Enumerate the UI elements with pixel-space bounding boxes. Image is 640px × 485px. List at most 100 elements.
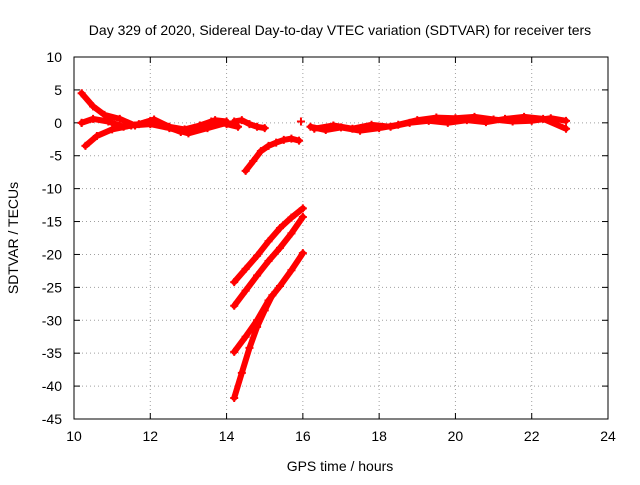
point-track-b-2 <box>108 125 117 134</box>
point-track-k-4 <box>386 122 395 131</box>
point-track-c-6 <box>165 122 174 131</box>
point-track-k-11 <box>520 112 529 121</box>
point-track-e-0 <box>241 166 250 175</box>
chart-title: Day 329 of 2020, Sidereal Day-to-day VTE… <box>89 22 591 38</box>
point-track-d-1 <box>237 116 246 125</box>
point-track-a-3 <box>115 114 124 123</box>
point-track-h-0 <box>230 347 239 356</box>
point-track-k-1 <box>329 121 338 130</box>
series-track-i <box>231 292 276 401</box>
point-track-f-0 <box>230 278 239 287</box>
point-track-g-5 <box>287 229 296 238</box>
grid-layer <box>74 57 608 419</box>
point-track-c-7 <box>180 125 189 134</box>
point-track-a-11 <box>234 122 243 131</box>
point-track-c-10 <box>222 117 231 126</box>
point-track-h-1 <box>241 332 250 341</box>
point-track-i-1 <box>237 368 246 377</box>
point-track-i-0 <box>230 393 239 402</box>
point-track-a-1 <box>89 102 98 111</box>
point-track-k-8 <box>462 116 471 125</box>
y-tick-label-6: -20 <box>42 246 62 262</box>
point-track-k-12 <box>539 114 548 123</box>
point-track-d-0 <box>230 117 239 126</box>
x-tick-label-0: 10 <box>66 428 82 444</box>
x-tick-label-7: 24 <box>600 428 616 444</box>
x-tick-label-1: 12 <box>142 428 158 444</box>
y-tick-label-10: -40 <box>42 378 62 394</box>
point-track-f-5 <box>287 213 296 222</box>
x-axis-label: GPS time / hours <box>287 458 394 474</box>
point-track-g-0 <box>230 301 239 310</box>
y-tick-label-2: 0 <box>54 115 62 131</box>
x-tick-label-4: 18 <box>371 428 387 444</box>
point-track-b-0 <box>81 141 90 150</box>
point-track-c-9 <box>211 116 220 125</box>
point-track-g-1 <box>241 286 250 295</box>
point-track-c-8 <box>195 121 204 130</box>
series-layer <box>77 89 571 402</box>
y-tick-label-3: -5 <box>50 148 63 164</box>
point-track-e-4 <box>272 138 281 147</box>
point-track-g-2 <box>253 271 262 280</box>
point-track-g-4 <box>275 243 284 252</box>
plot-frame <box>73 56 609 420</box>
point-track-f-2 <box>253 251 262 260</box>
point-track-k-7 <box>443 118 452 127</box>
point-track-h-6 <box>298 249 307 258</box>
point-track-a-0 <box>77 89 86 98</box>
point-track-e-3 <box>264 141 273 150</box>
y-tick-label-7: -25 <box>42 279 62 295</box>
point-track-k-2 <box>348 124 357 133</box>
point-track-e-2 <box>256 147 265 156</box>
point-track-f-4 <box>275 224 284 233</box>
point-track-c-5 <box>150 115 159 124</box>
point-track-g-3 <box>264 257 273 266</box>
y-tick-label-11: -45 <box>42 411 62 427</box>
point-track-d-4 <box>260 124 269 133</box>
x-tick-label-2: 14 <box>219 428 235 444</box>
x-tick-label-3: 16 <box>295 428 311 444</box>
point-track-e-1 <box>249 156 258 165</box>
point-track-k-0 <box>310 124 319 133</box>
point-track-f-3 <box>264 237 273 246</box>
y-axis-label: SDTVAR / TECUs <box>5 182 21 294</box>
point-track-h-4 <box>275 282 284 291</box>
point-track-k-13 <box>562 124 571 133</box>
x-tick-label-6: 22 <box>524 428 540 444</box>
y-tick-label-9: -35 <box>42 345 62 361</box>
point-track-f-6 <box>298 204 307 213</box>
point-track-i-2 <box>245 343 254 352</box>
point-track-a-2 <box>100 110 109 119</box>
point-track-c-2 <box>104 117 113 126</box>
tick-layer: 10 12 14 16 18 20 22 24 10 5 0 -5 -10 -15 -20 -25 -30 -35… <box>42 49 616 444</box>
point-track-j-14 <box>562 116 571 125</box>
point-track-f-1 <box>241 264 250 273</box>
point-track-e-6 <box>287 134 296 143</box>
point-track-i-4 <box>260 306 269 315</box>
y-tick-label-8: -30 <box>42 312 62 328</box>
point-track-i-5 <box>268 291 277 300</box>
y-tick-label-1: 5 <box>54 82 62 98</box>
point-track-d-3 <box>253 122 262 131</box>
point-track-k-3 <box>367 120 376 129</box>
point-track-e-7 <box>295 136 304 145</box>
point-track-i-3 <box>253 322 262 331</box>
x-tick-label-5: 20 <box>448 428 464 444</box>
point-track-d-2 <box>245 120 254 129</box>
point-track-e-5 <box>279 135 288 144</box>
point-track-k-6 <box>424 116 433 125</box>
point-track-h-5 <box>287 266 296 275</box>
point-track-c-1 <box>89 114 98 123</box>
y-tick-label-5: -15 <box>42 214 62 230</box>
point-track-b-1 <box>92 131 101 140</box>
y-tick-label-0: 10 <box>46 49 62 65</box>
point-track-k-5 <box>405 118 414 127</box>
point-track-k-9 <box>481 118 490 127</box>
point-track-k-10 <box>501 114 510 123</box>
point-track-c-4 <box>134 120 143 129</box>
point-point-1-0 <box>77 118 86 127</box>
point-point-2-0 <box>296 117 305 126</box>
